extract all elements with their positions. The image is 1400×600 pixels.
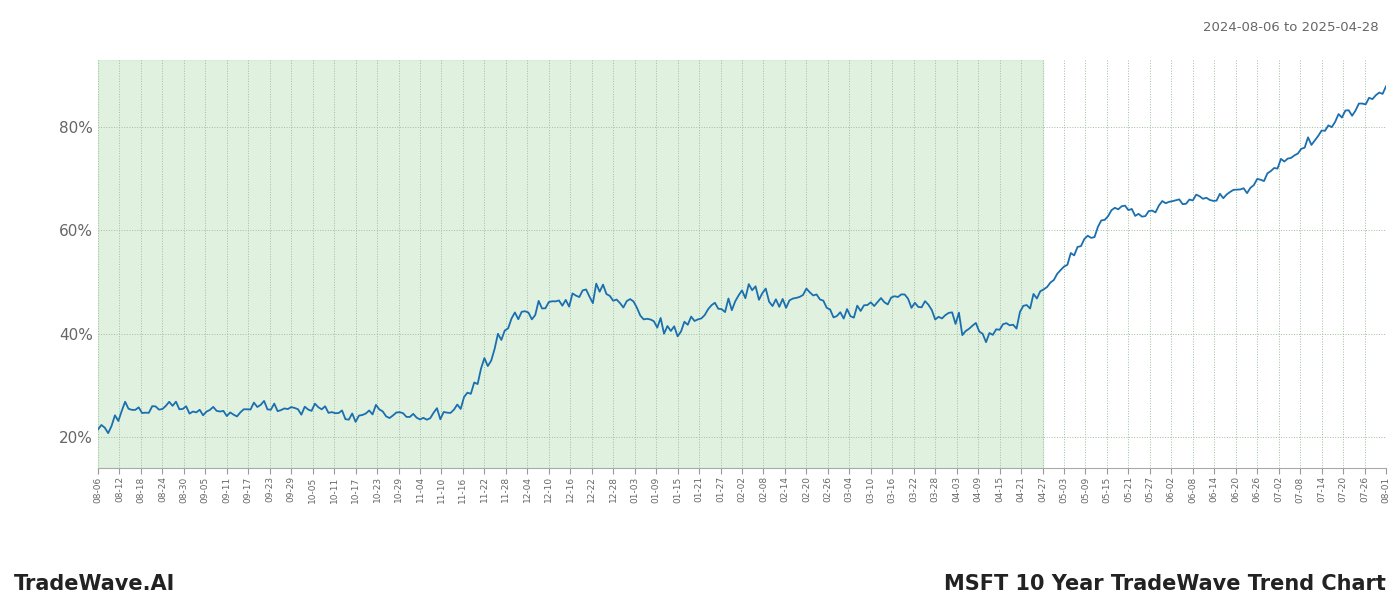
Text: MSFT 10 Year TradeWave Trend Chart: MSFT 10 Year TradeWave Trend Chart — [944, 574, 1386, 594]
Text: 2024-08-06 to 2025-04-28: 2024-08-06 to 2025-04-28 — [1204, 21, 1379, 34]
Bar — [98, 60, 1043, 468]
Text: TradeWave.AI: TradeWave.AI — [14, 574, 175, 594]
